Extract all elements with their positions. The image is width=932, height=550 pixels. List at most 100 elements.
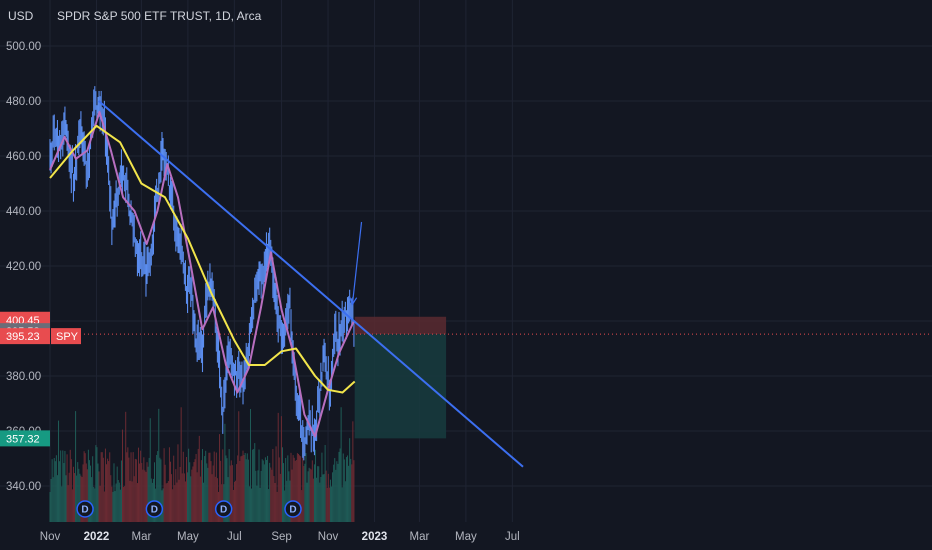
x-tick-label: May xyxy=(455,531,477,543)
volume-bar xyxy=(143,457,145,522)
volume-bar xyxy=(162,488,164,522)
volume-bar xyxy=(215,452,217,522)
volume-bar xyxy=(326,487,328,522)
volume-bar xyxy=(180,407,182,522)
volume-bar xyxy=(281,447,283,522)
take-profit-zone xyxy=(354,334,447,439)
volume-bar xyxy=(300,456,302,522)
volume-bar xyxy=(228,449,230,522)
volume-bar xyxy=(283,463,285,522)
volume-bar xyxy=(117,480,119,522)
volume-bar xyxy=(118,482,120,522)
volume-bar xyxy=(115,483,117,522)
volume-bar xyxy=(262,460,264,522)
volume-bar xyxy=(98,471,100,522)
dividend-marker[interactable]: D xyxy=(76,500,94,518)
volume-bar xyxy=(304,463,306,522)
volume-bar xyxy=(77,462,79,522)
volume-bar xyxy=(106,464,108,522)
volume-bar xyxy=(96,447,98,522)
x-axis[interactable]: Nov 2022 Mar May Jul Sep Nov 2023 Mar May Jul xyxy=(40,531,520,543)
volume-bar xyxy=(256,485,258,522)
volume-bar xyxy=(91,477,93,522)
volume-bar xyxy=(126,452,128,522)
volume-bar xyxy=(287,455,289,522)
y-tick-label: 460.00 xyxy=(6,151,41,163)
volume-bar xyxy=(252,449,254,522)
volume-bar xyxy=(338,451,340,522)
volume-bar xyxy=(158,408,160,522)
volume-bar xyxy=(316,477,318,522)
volume-bar xyxy=(134,458,136,522)
dividend-circle xyxy=(145,500,164,518)
volume-bar xyxy=(119,489,121,522)
dividend-marker[interactable]: D xyxy=(284,500,302,518)
trendline[interactable] xyxy=(98,100,524,468)
volume-bar xyxy=(49,491,51,522)
volume-bar xyxy=(165,483,167,522)
volume-bar xyxy=(95,445,97,522)
price-tag-bg xyxy=(0,328,50,345)
volume-bar xyxy=(348,465,350,522)
volume-bar xyxy=(130,452,132,522)
volume-bar xyxy=(308,467,310,522)
volume-bar xyxy=(84,453,86,522)
volume-bar xyxy=(237,455,239,522)
volume-bar xyxy=(296,453,298,522)
volume-bar xyxy=(176,482,178,522)
volume-bar xyxy=(127,447,129,522)
volume-bar xyxy=(181,473,183,522)
volume-bar xyxy=(236,464,238,522)
x-tick-label: Sep xyxy=(271,531,291,543)
volume-bar xyxy=(194,459,196,522)
volume-bar xyxy=(207,467,209,522)
volume-bar xyxy=(156,454,158,522)
volume-bar xyxy=(192,466,194,522)
volume-bar xyxy=(113,463,115,522)
volume-bar xyxy=(197,448,199,522)
volume-bar xyxy=(193,462,195,522)
dividend-circle xyxy=(76,500,94,518)
volume-bar xyxy=(265,459,267,522)
volume-bar xyxy=(138,447,140,522)
volume-bar xyxy=(315,449,317,522)
volume-bar xyxy=(264,457,266,522)
volume-bar xyxy=(208,452,210,522)
volume-bar xyxy=(277,412,279,522)
volume-bar xyxy=(288,471,290,522)
volume-bar xyxy=(229,465,231,522)
position-zones[interactable] xyxy=(354,316,447,439)
volume-bar xyxy=(329,479,331,522)
x-tick-label: Jul xyxy=(505,531,520,543)
annotation-arrow[interactable] xyxy=(349,221,363,306)
dividend-marker[interactable]: D xyxy=(145,500,164,518)
volume-bar xyxy=(310,469,312,522)
volume-bar xyxy=(70,459,72,522)
volume-bar xyxy=(114,491,116,522)
y-axis[interactable]: 340.00360.00380.00420.00440.00460.00480.… xyxy=(6,41,41,493)
volume-bar xyxy=(349,438,351,522)
x-tick-label: Nov xyxy=(40,531,61,543)
volume-bar xyxy=(86,469,88,522)
volume-bar xyxy=(191,469,193,522)
volume-bar xyxy=(242,450,244,522)
volume-bar xyxy=(141,462,143,522)
volume-bar xyxy=(93,487,95,522)
volume-bar xyxy=(62,450,64,522)
volume-bar xyxy=(351,464,353,522)
x-tick-label: 2023 xyxy=(362,531,388,543)
y-tick-label: 500.00 xyxy=(6,41,41,53)
volume-bar xyxy=(75,411,77,522)
price-tag: 395.23 xyxy=(0,328,50,345)
volume-bar xyxy=(184,481,186,522)
volume-bar xyxy=(159,457,161,522)
volume-bar xyxy=(142,469,144,522)
volume-bar xyxy=(344,481,346,522)
chart-title[interactable]: SPDR S&P 500 ETF TRUST, 1D, Arca xyxy=(57,9,262,23)
dividend-marker[interactable]: D xyxy=(214,500,233,518)
volume-bar xyxy=(172,489,174,522)
volume-bar xyxy=(345,457,347,522)
